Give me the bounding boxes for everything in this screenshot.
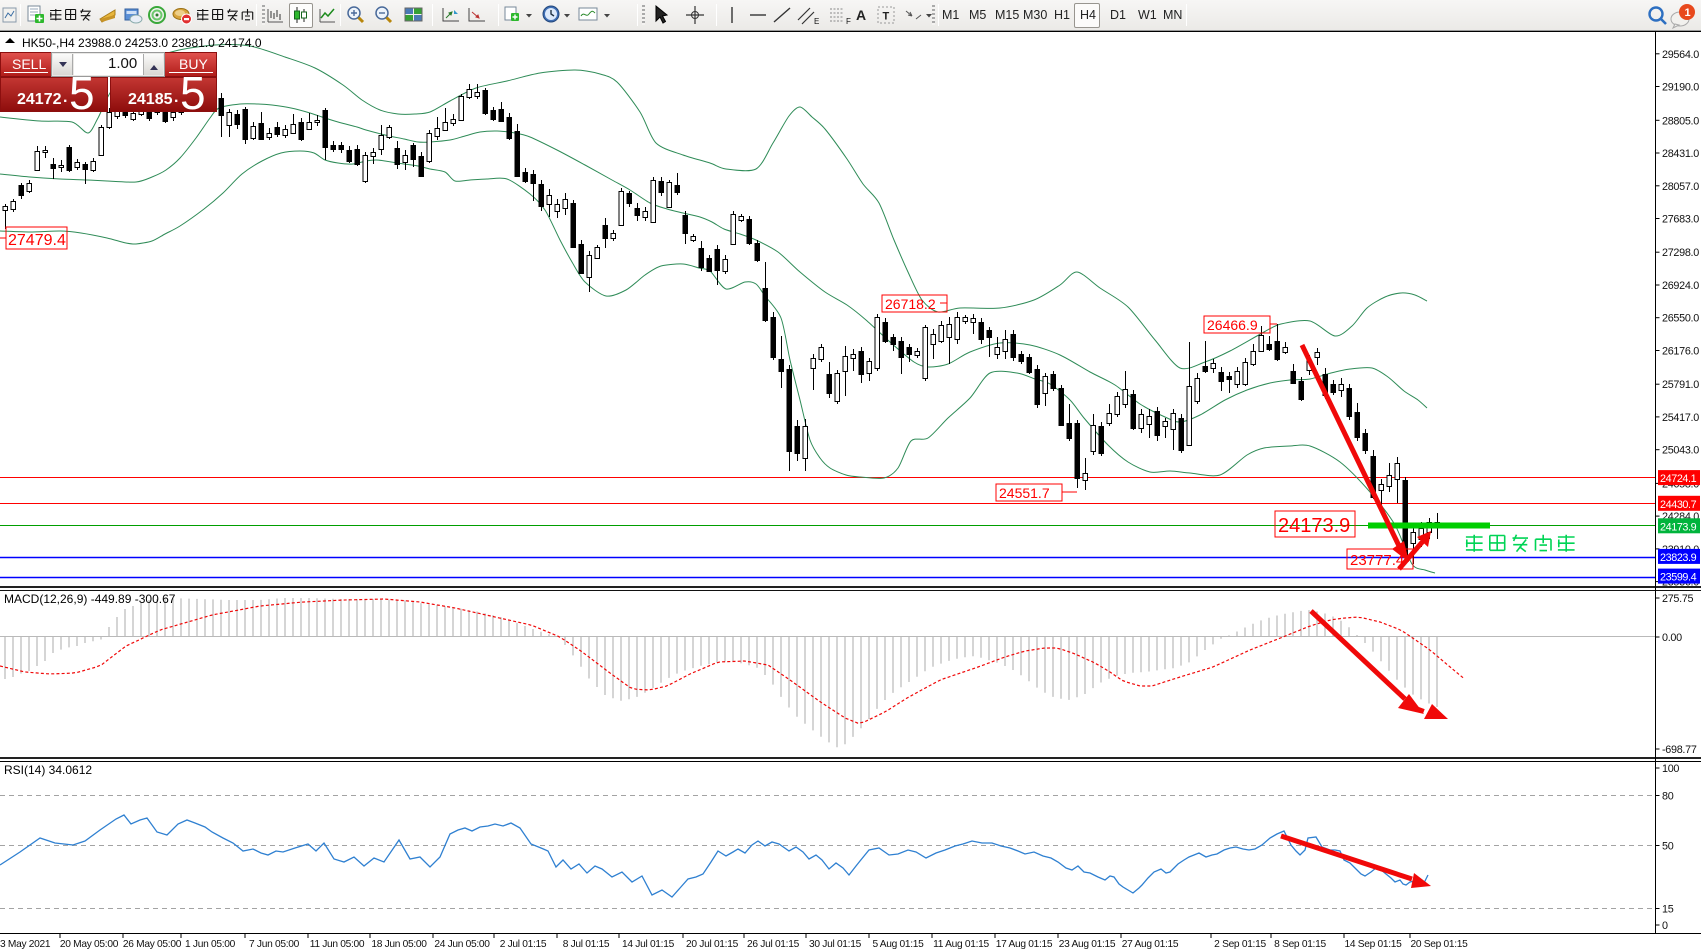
svg-text:30 Jul 01:15: 30 Jul 01:15: [809, 939, 862, 950]
svg-text:0.00: 0.00: [1662, 632, 1682, 644]
svg-text:27479.4: 27479.4: [8, 232, 66, 249]
svg-text:RSI(14) 34.0612: RSI(14) 34.0612: [4, 763, 92, 777]
svg-text:23777.4: 23777.4: [1350, 552, 1404, 569]
svg-text:25791.0: 25791.0: [1662, 379, 1699, 391]
svg-text:80: 80: [1662, 791, 1674, 803]
svg-text:26 May 05:00: 26 May 05:00: [123, 939, 182, 950]
svg-text:275.75: 275.75: [1662, 593, 1694, 605]
svg-text:F: F: [846, 17, 851, 26]
svg-text:23 Aug 01:15: 23 Aug 01:15: [1059, 939, 1116, 950]
svg-text:28057.0: 28057.0: [1662, 181, 1699, 193]
svg-text:25043.0: 25043.0: [1662, 445, 1699, 457]
svg-text:26176.0: 26176.0: [1662, 346, 1699, 358]
svg-text:1: 1: [1685, 7, 1691, 19]
svg-text:23823.9: 23823.9: [1660, 552, 1697, 564]
svg-text:MACD(12,26,9) -449.89 -300.67: MACD(12,26,9) -449.89 -300.67: [4, 592, 176, 606]
svg-text:28805.0: 28805.0: [1662, 115, 1699, 127]
svg-text:11 Jun 05:00: 11 Jun 05:00: [310, 939, 365, 950]
svg-text:26 Jul 01:15: 26 Jul 01:15: [747, 939, 800, 950]
svg-text:E: E: [814, 17, 819, 26]
svg-text:14 Sep 01:15: 14 Sep 01:15: [1344, 939, 1402, 950]
svg-text:8 Jul 01:15: 8 Jul 01:15: [563, 939, 610, 950]
svg-text:27 Aug 01:15: 27 Aug 01:15: [1122, 939, 1179, 950]
svg-text:50: 50: [1662, 841, 1674, 853]
svg-text:1 Jun 05:00: 1 Jun 05:00: [185, 939, 236, 950]
svg-text:2 Sep 01:15: 2 Sep 01:15: [1214, 939, 1266, 950]
svg-text:26924.0: 26924.0: [1662, 280, 1699, 292]
svg-text:26718.2: 26718.2: [885, 296, 936, 312]
svg-text:25417.0: 25417.0: [1662, 412, 1699, 424]
svg-text:29190.0: 29190.0: [1662, 82, 1699, 94]
svg-text:24430.7: 24430.7: [1660, 499, 1697, 511]
svg-text:24173.9: 24173.9: [1278, 515, 1350, 537]
svg-text:20 Sep 01:15: 20 Sep 01:15: [1410, 939, 1468, 950]
svg-text:27683.0: 27683.0: [1662, 214, 1699, 226]
svg-text:7 Jun 05:00: 7 Jun 05:00: [249, 939, 300, 950]
svg-text:20 Jul 01:15: 20 Jul 01:15: [686, 939, 739, 950]
svg-text:24 Jun 05:00: 24 Jun 05:00: [434, 939, 490, 950]
svg-text:14 Jul 01:15: 14 Jul 01:15: [622, 939, 675, 950]
svg-text:T: T: [883, 11, 890, 23]
svg-text:HK50-,H4 23988.0 24253.0 2388: HK50-,H4 23988.0 24253.0 23881.0 24174.0: [22, 36, 262, 50]
svg-text:18 Jun 05:00: 18 Jun 05:00: [371, 939, 427, 950]
svg-text:-698.77: -698.77: [1662, 744, 1697, 756]
svg-text:0: 0: [1662, 920, 1668, 932]
svg-text:23599.4: 23599.4: [1660, 572, 1697, 584]
svg-text:17 Aug 01:15: 17 Aug 01:15: [996, 939, 1053, 950]
svg-text:24173.9: 24173.9: [1660, 521, 1697, 533]
svg-text:5 Aug 01:15: 5 Aug 01:15: [872, 939, 924, 950]
svg-text:15: 15: [1662, 904, 1674, 916]
svg-text:29564.0: 29564.0: [1662, 49, 1699, 61]
svg-text:3 May 2021: 3 May 2021: [0, 939, 51, 950]
svg-text:26466.9: 26466.9: [1207, 317, 1258, 333]
svg-text:8 Sep 01:15: 8 Sep 01:15: [1274, 939, 1326, 950]
svg-text:100: 100: [1662, 763, 1679, 775]
svg-text:28431.0: 28431.0: [1662, 148, 1699, 160]
svg-text:26550.0: 26550.0: [1662, 313, 1699, 325]
svg-text:20 May 05:00: 20 May 05:00: [60, 939, 119, 950]
svg-text:2 Jul 01:15: 2 Jul 01:15: [500, 939, 547, 950]
svg-text:24724.1: 24724.1: [1660, 473, 1697, 485]
svg-text:27298.0: 27298.0: [1662, 247, 1699, 259]
svg-text:24551.7: 24551.7: [999, 485, 1050, 501]
svg-text:11 Aug 01:15: 11 Aug 01:15: [933, 939, 989, 950]
